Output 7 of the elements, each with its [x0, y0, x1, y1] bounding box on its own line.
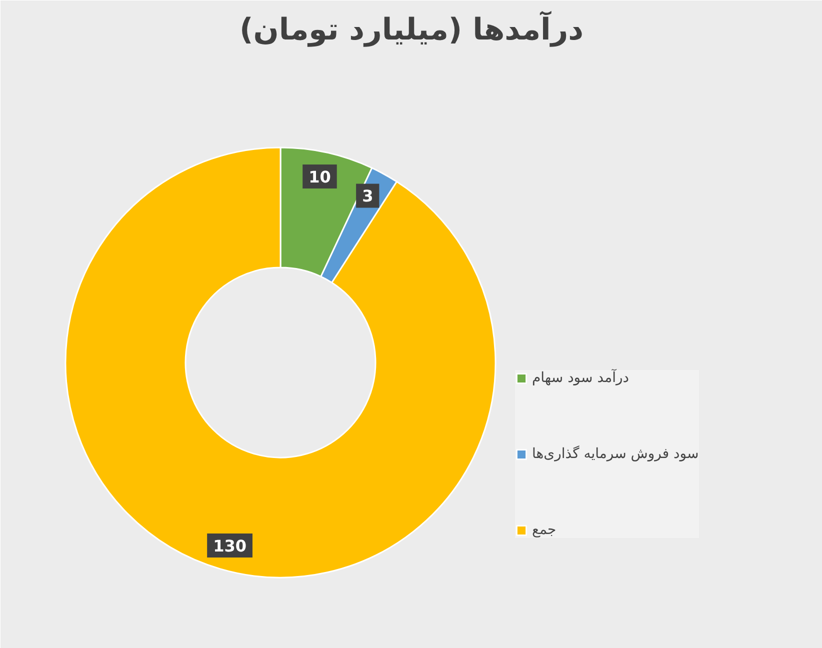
chart-title: درآمدها (میلیارد تومان) — [240, 10, 584, 48]
data-label: 3 — [362, 186, 374, 206]
legend-label: سود فروش سرمایه گذاری‌ها — [532, 446, 699, 462]
data-label: 130 — [213, 536, 246, 556]
data-label: 10 — [308, 167, 331, 186]
legend-label: درآمد سود سهام — [532, 370, 629, 386]
legend-label: جمع — [532, 522, 556, 538]
